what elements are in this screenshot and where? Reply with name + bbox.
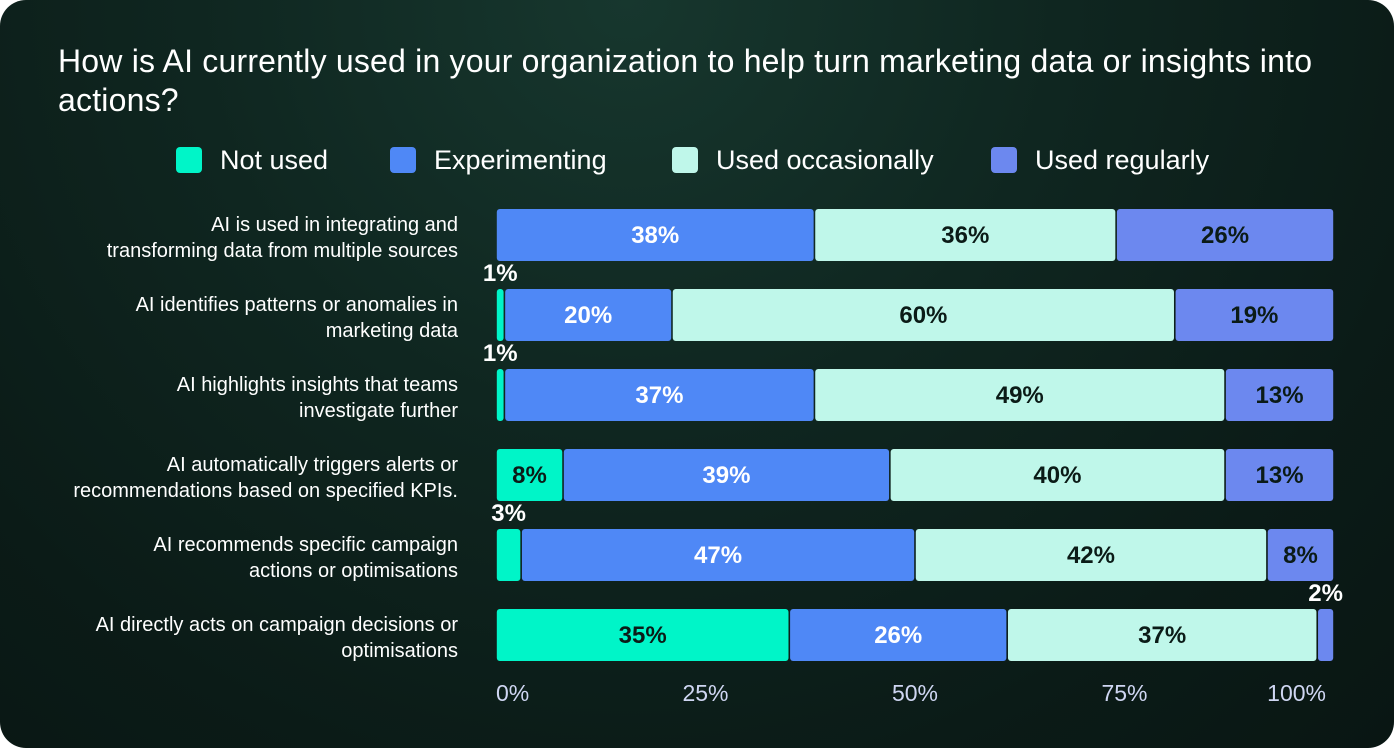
legend-item-not-used: Not used bbox=[176, 142, 328, 178]
bar-experimenting-row-4 bbox=[563, 449, 890, 501]
x-tick-label-1: 0% bbox=[496, 680, 529, 706]
category-label-3: AI highlights insights that teams investi… bbox=[177, 374, 459, 422]
category-label-line: AI automatically triggers alerts or bbox=[167, 454, 459, 476]
x-tick-label-5: 100% bbox=[1267, 680, 1326, 706]
category-label-line: transforming data from multiple sources bbox=[107, 240, 458, 262]
data-label-experimenting-row-1: 38% bbox=[631, 222, 679, 249]
legend-label-used-occasionally: Used occasionally bbox=[716, 145, 934, 175]
bar-used-regularly-row-3 bbox=[1225, 369, 1334, 421]
data-label-not-used-row-5: 3% bbox=[491, 500, 526, 527]
legend-item-used-occasionally: Used occasionally bbox=[672, 142, 934, 178]
category-label-line: AI is used in integrating and bbox=[211, 214, 458, 236]
data-label-used-regularly-row-3: 13% bbox=[1256, 382, 1304, 409]
bar-not-used-row-2 bbox=[496, 289, 504, 341]
data-label-used-regularly-row-5: 8% bbox=[1283, 542, 1318, 569]
bar-used-occasionally-row-5 bbox=[915, 529, 1267, 581]
legend-swatch-experimenting bbox=[390, 147, 416, 173]
x-tick-label-2: 25% bbox=[682, 680, 728, 706]
legend-swatch-used-occasionally bbox=[672, 147, 698, 173]
bar-used-regularly-row-6 bbox=[1318, 609, 1334, 661]
data-label-used-occasionally-row-3: 49% bbox=[996, 382, 1044, 409]
bar-used-occasionally-row-1 bbox=[815, 209, 1116, 261]
data-label-not-used-row-4: 8% bbox=[512, 462, 547, 489]
category-label-line: marketing data bbox=[326, 320, 459, 342]
category-label-line: actions or optimisations bbox=[249, 560, 458, 582]
bar-used-occasionally-row-3 bbox=[815, 369, 1225, 421]
bar-used-regularly-row-5 bbox=[1267, 529, 1334, 581]
data-label-experimenting-row-5: 47% bbox=[694, 542, 742, 569]
legend-item-experimenting: Experimenting bbox=[390, 142, 607, 178]
data-label-experimenting-row-4: 39% bbox=[702, 462, 750, 489]
data-label-used-regularly-row-6: 2% bbox=[1308, 580, 1343, 607]
category-label-line: investigate further bbox=[299, 400, 458, 422]
bar-used-occasionally-row-4 bbox=[890, 449, 1225, 501]
data-label-used-regularly-row-4: 13% bbox=[1256, 462, 1304, 489]
data-label-not-used-row-2: 1% bbox=[483, 260, 518, 287]
category-label-2: AI identifies patterns or anomalies in ma… bbox=[136, 294, 459, 342]
bar-experimenting-row-6 bbox=[790, 609, 1007, 661]
bar-not-used-row-4 bbox=[496, 449, 563, 501]
category-label-1: AI is used in integrating and transformin… bbox=[107, 214, 458, 262]
bar-experimenting-row-3 bbox=[505, 369, 814, 421]
bar-used-regularly-row-4 bbox=[1225, 449, 1334, 501]
bar-not-used-row-5 bbox=[496, 529, 521, 581]
bar-used-regularly-row-2 bbox=[1175, 289, 1334, 341]
legend-swatch-used-regularly bbox=[991, 147, 1017, 173]
category-label-line: recommendations based on specified KPIs. bbox=[73, 480, 458, 502]
legend-label-not-used: Not used bbox=[220, 145, 329, 175]
category-label-line: AI identifies patterns or anomalies in bbox=[136, 294, 458, 316]
category-label-4: AI automatically triggers alerts or recom… bbox=[73, 454, 458, 502]
legend-label-experimenting: Experimenting bbox=[434, 145, 607, 175]
bar-experimenting-row-2 bbox=[505, 289, 672, 341]
data-label-used-regularly-row-1: 26% bbox=[1201, 222, 1249, 249]
category-label-line: AI directly acts on campaign decisions o… bbox=[96, 614, 459, 636]
bar-not-used-row-6 bbox=[496, 609, 789, 661]
category-label-line: AI highlights insights that teams bbox=[177, 374, 458, 396]
data-label-used-occasionally-row-5: 42% bbox=[1067, 542, 1115, 569]
chart-title: How is AI currently used in your organiz… bbox=[58, 43, 1313, 118]
data-label-experimenting-row-3: 37% bbox=[635, 382, 683, 409]
legend-swatch-not-used bbox=[176, 147, 202, 173]
legend-item-used-regularly: Used regularly bbox=[991, 142, 1209, 178]
category-label-6: AI directly acts on campaign decisions o… bbox=[96, 614, 459, 662]
bar-not-used-row-3 bbox=[496, 369, 504, 421]
x-tick-label-3: 50% bbox=[892, 680, 938, 706]
data-label-used-occasionally-row-4: 40% bbox=[1033, 462, 1081, 489]
bar-used-occasionally-row-6 bbox=[1007, 609, 1317, 661]
bar-experimenting-row-5 bbox=[521, 529, 915, 581]
bar-used-regularly-row-1 bbox=[1116, 209, 1334, 261]
legend-label-used-regularly: Used regularly bbox=[1035, 145, 1210, 175]
data-label-used-occasionally-row-1: 36% bbox=[941, 222, 989, 249]
data-label-used-regularly-row-2: 19% bbox=[1230, 302, 1278, 329]
bar-used-occasionally-row-2 bbox=[672, 289, 1174, 341]
category-label-line: optimisations bbox=[341, 640, 458, 662]
data-label-experimenting-row-2: 20% bbox=[564, 302, 612, 329]
category-label-5: AI recommends specific campaign actions o… bbox=[153, 534, 458, 582]
bar-experimenting-row-1 bbox=[496, 209, 814, 261]
data-label-used-occasionally-row-2: 60% bbox=[899, 302, 947, 329]
data-label-used-occasionally-row-6: 37% bbox=[1138, 622, 1186, 649]
category-label-line: AI recommends specific campaign bbox=[153, 534, 458, 556]
data-label-experimenting-row-6: 26% bbox=[874, 622, 922, 649]
data-label-not-used-row-6: 35% bbox=[619, 622, 667, 649]
x-tick-label-4: 75% bbox=[1101, 680, 1147, 706]
data-label-not-used-row-3: 1% bbox=[483, 340, 518, 367]
